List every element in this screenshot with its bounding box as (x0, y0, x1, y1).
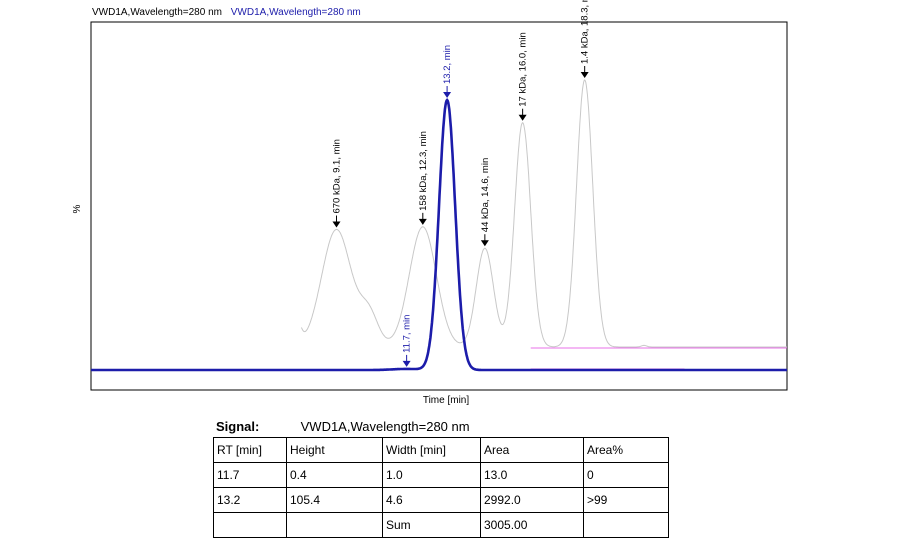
signal-header: Signal: VWD1A,Wavelength=280 nm (216, 419, 470, 434)
table-cell (583, 512, 669, 538)
table-cell: 2992.0 (480, 487, 584, 513)
signal-value: VWD1A,Wavelength=280 nm (300, 419, 470, 434)
standard-peak-3-label: 44 kDa, 14.6, min (480, 158, 491, 232)
sample-peak-2-label: 13.2, min (442, 45, 453, 84)
col-header-rt: RT [min] (213, 437, 287, 463)
plot-frame (90, 21, 788, 391)
legend-series-standard: VWD1A,Wavelength=280 nm (92, 7, 222, 18)
sample-peak-2-marker (443, 92, 452, 98)
table-row: 11.7 0.4 1.0 13.0 0 (213, 462, 669, 488)
table-cell (213, 512, 287, 538)
standard-peak-3-marker (480, 240, 489, 247)
chart-legend: VWD1A,Wavelength=280 nm VWD1A,Wavelength… (92, 7, 361, 18)
table-cell: 11.7 (213, 462, 287, 488)
table-cell: 13.2 (213, 487, 287, 513)
series-line-standard (300, 79, 787, 348)
table-cell: >99 (583, 487, 669, 513)
standard-peak-4-label: 17 kDa, 16.0, min (518, 32, 529, 106)
legend-series-sample: VWD1A,Wavelength=280 nm (230, 7, 361, 18)
chromatogram-chart: 670 kDa, 9.1, min 158 kDa, 12.3, min 44 kD… (72, 0, 788, 406)
standard-peak-2-label: 158 kDa, 12.3, min (418, 131, 429, 211)
table-cell (286, 512, 383, 538)
col-header-height: Height (286, 437, 383, 463)
table-cell: 1.0 (382, 462, 481, 488)
standard-peak-4-marker (518, 114, 527, 121)
table-cell: 0.4 (286, 462, 383, 488)
table-row-sum: Sum 3005.00 (213, 512, 669, 538)
table-cell: 105.4 (286, 487, 383, 513)
x-axis-label: Time [min] (423, 395, 470, 406)
signal-label: Signal: (216, 419, 260, 434)
y-axis-label: % (72, 204, 83, 213)
integration-results-table: RT [min] Height Width [min] Area Area% 1… (213, 437, 669, 538)
standard-peak-5-marker (580, 72, 589, 78)
table-cell: Sum (382, 512, 481, 538)
standard-peak-5-label: 1.4 kDa, 18.3, min (580, 0, 591, 64)
sample-peak-1-label: 11.7, min (402, 315, 413, 353)
standard-peak-1-marker (332, 221, 341, 228)
series-line-sample (91, 97, 787, 372)
table-cell: 13.0 (480, 462, 584, 488)
sample-peak-1-marker (402, 360, 411, 367)
standard-peak-2-marker (418, 218, 427, 225)
table-row: 13.2 105.4 4.6 2992.0 >99 (213, 487, 669, 513)
table-cell: 4.6 (382, 487, 481, 513)
standard-peak-1-label: 670 kDa, 9.1, min (331, 139, 342, 213)
col-header-area: Area (480, 437, 584, 463)
table-header-row: RT [min] Height Width [min] Area Area% (213, 437, 669, 463)
col-header-width: Width [min] (382, 437, 481, 463)
table-cell: 3005.00 (480, 512, 584, 538)
table-cell: 0 (583, 462, 669, 488)
col-header-area-pct: Area% (583, 437, 669, 463)
